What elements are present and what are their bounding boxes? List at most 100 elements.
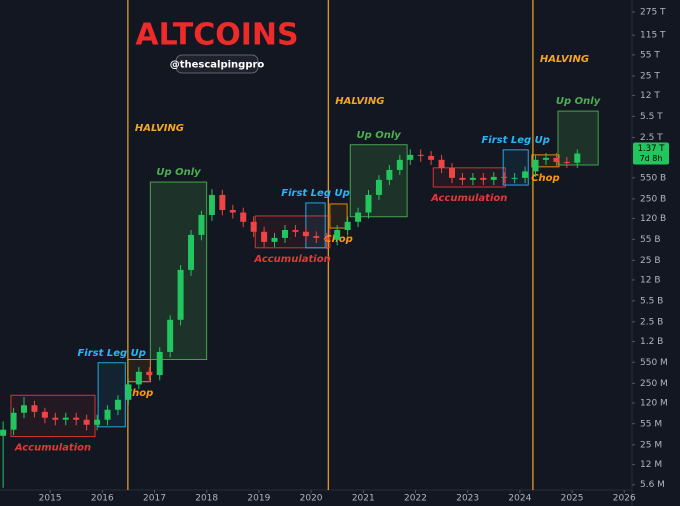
- candle-body: [31, 405, 38, 412]
- candle-body: [563, 161, 570, 163]
- y-tick-label: 5.5 B: [640, 296, 663, 306]
- candle-body: [156, 351, 163, 376]
- y-tick-label: 275 T: [640, 7, 666, 17]
- annotation-label: Chop: [531, 173, 560, 184]
- y-tick-label: 55 T: [640, 50, 660, 60]
- x-tick-label: 2025: [561, 494, 584, 504]
- candle-body: [313, 236, 320, 238]
- y-tick-label: 25 B: [640, 256, 661, 266]
- countdown-label: 7d 8h: [640, 154, 663, 163]
- candle-body: [323, 237, 330, 240]
- candle-body: [292, 230, 299, 232]
- annotation-box: [254, 215, 331, 249]
- candle-body: [438, 159, 445, 168]
- y-tick-label: 115 T: [640, 31, 666, 41]
- y-tick-label: 2.5 T: [640, 133, 663, 143]
- y-tick-label: 550 M: [640, 358, 668, 368]
- annotation-label: Up Only: [357, 130, 402, 141]
- annotation-box: [10, 394, 96, 438]
- candle-body: [73, 417, 80, 420]
- y-tick-label: 5.6 M: [640, 480, 665, 490]
- y-tick-label: 25 M: [640, 440, 662, 450]
- x-tick-label: 2024: [508, 494, 531, 504]
- y-tick-label: 250 M: [640, 379, 668, 389]
- candle-body: [281, 230, 288, 238]
- candle-body: [104, 409, 111, 420]
- x-tick-label: 2018: [195, 494, 218, 504]
- candle-body: [417, 154, 424, 156]
- chart-subtitle: @thescalpingpro: [170, 60, 265, 71]
- candle-body: [396, 159, 403, 170]
- candle-body: [83, 419, 90, 425]
- candle-body: [41, 411, 48, 418]
- candle-body: [365, 194, 372, 213]
- x-tick-label: 2022: [404, 494, 427, 504]
- candle-body: [522, 171, 529, 178]
- x-tick-label: 2019: [247, 494, 270, 504]
- candle-body: [511, 177, 518, 179]
- candle-body: [0, 429, 7, 436]
- candle-body: [574, 153, 581, 163]
- candle-body: [135, 371, 142, 385]
- halving-label: HALVING: [540, 54, 589, 65]
- candle-body: [240, 212, 247, 222]
- annotation-box: [305, 202, 326, 249]
- candle-body: [208, 194, 215, 215]
- y-tick-label: 2.5 B: [640, 317, 663, 327]
- y-tick-label: 12 M: [640, 460, 662, 470]
- candle-body: [114, 399, 121, 410]
- y-tick-label: 120 B: [640, 214, 666, 224]
- y-tick-label: 12 B: [640, 275, 661, 285]
- candle-body: [167, 319, 174, 352]
- candle-body: [125, 384, 132, 400]
- candle-body: [469, 177, 476, 180]
- annotation-label: Up Only: [156, 167, 201, 178]
- x-tick-label: 2015: [39, 494, 62, 504]
- candle-body: [355, 212, 362, 222]
- candle-body: [250, 221, 257, 232]
- annotation-label: First Leg Up: [481, 135, 549, 146]
- candle-body: [532, 159, 539, 172]
- candle-body: [10, 412, 17, 430]
- annotation-box: [502, 149, 529, 186]
- last-price-label: 1.37 T: [638, 144, 666, 154]
- candle-body: [261, 231, 268, 242]
- candle-body: [386, 169, 393, 180]
- x-tick-label: 2026: [613, 494, 636, 504]
- y-tick-label: 250 B: [640, 194, 666, 204]
- candle-body: [94, 419, 101, 425]
- annotation-label: Accumulation: [430, 193, 507, 204]
- candle-body: [501, 176, 508, 178]
- candle-body: [229, 209, 236, 213]
- candle-body: [21, 405, 28, 413]
- annotation-label: First Leg Up: [281, 188, 349, 199]
- candle-body: [407, 154, 414, 160]
- annotation-box: [97, 362, 126, 428]
- x-tick-label: 2016: [91, 494, 114, 504]
- halving-label: HALVING: [135, 123, 184, 134]
- candle-body: [344, 221, 351, 231]
- y-tick-label: 12 T: [640, 91, 660, 101]
- x-tick-label: 2020: [300, 494, 323, 504]
- candle-body: [449, 167, 456, 178]
- y-tick-label: 1.2 B: [640, 337, 663, 347]
- x-tick-label: 2021: [352, 494, 375, 504]
- chart-title: ALTCOINS: [135, 18, 298, 53]
- candle-body: [177, 269, 184, 320]
- annotation-label: Chop: [125, 388, 154, 399]
- candle-body: [375, 179, 382, 195]
- last-price-box: [633, 142, 669, 165]
- annotation-label: Accumulation: [253, 254, 330, 265]
- y-tick-label: 25 T: [640, 71, 660, 81]
- y-tick-label: 55 B: [640, 235, 661, 245]
- candle-body: [302, 231, 309, 237]
- candle-body: [459, 177, 466, 180]
- subtitle-box: [175, 54, 259, 74]
- candle-body: [219, 194, 226, 210]
- candle-body: [542, 157, 549, 160]
- candle-body: [480, 177, 487, 180]
- annotation-label: First Leg Up: [77, 348, 145, 359]
- candle-body: [62, 417, 69, 420]
- x-tick-label: 2017: [143, 494, 166, 504]
